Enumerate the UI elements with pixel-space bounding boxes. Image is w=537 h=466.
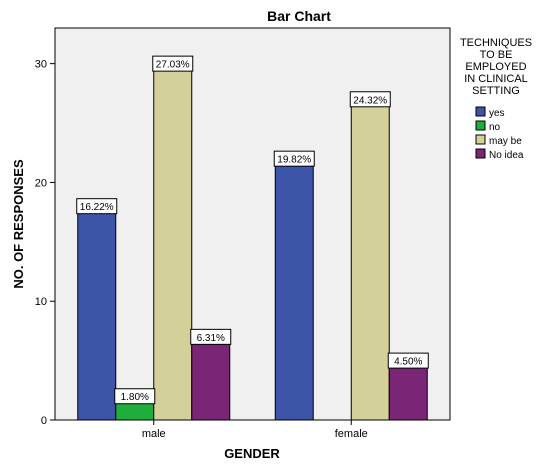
- legend-item-label: may be: [489, 136, 522, 147]
- data-label: 1.80%: [121, 392, 149, 403]
- legend-item-label: No idea: [489, 150, 524, 161]
- bar-may-be: [153, 63, 193, 421]
- data-label: 27.03%: [156, 60, 190, 71]
- bar-yes: [274, 158, 314, 421]
- data-labels-group: 16.22% 19.82% 1.80% 27.03% 24.32% 6.31% 4.50%: [76, 55, 429, 405]
- data-label: 19.82%: [277, 155, 311, 166]
- legend-swatch: [475, 120, 486, 131]
- data-label-box: [387, 352, 429, 369]
- legend-swatch: [475, 134, 486, 145]
- x-tick-label: male: [142, 428, 166, 440]
- x-axis: male female: [142, 420, 368, 440]
- y-tick-label: 20: [35, 177, 47, 189]
- legend-title-line: SETTING: [472, 85, 520, 97]
- legend-swatch: [475, 148, 486, 159]
- y-tick-label: 0: [41, 415, 47, 427]
- y-tick-label: 10: [35, 296, 47, 308]
- data-label: 4.50%: [394, 357, 422, 368]
- legend-title-line: EMPLOYED: [465, 61, 526, 73]
- y-tick-label: 30: [35, 59, 47, 71]
- y-axis-title: NO. OF RESPONSES: [11, 159, 26, 289]
- data-label: 16.22%: [80, 202, 114, 213]
- data-label-box: [190, 328, 232, 345]
- data-label-box: [76, 198, 118, 215]
- legend-swatch: [475, 106, 486, 117]
- x-axis-title: GENDER: [224, 446, 280, 461]
- legend-title-line: TO BE: [480, 49, 513, 61]
- data-label-box: [152, 55, 194, 72]
- legend-item-label: no: [489, 122, 501, 133]
- x-tick-label: female: [335, 428, 368, 440]
- bar-yes: [77, 205, 117, 421]
- data-label: 6.31%: [197, 333, 225, 344]
- data-label-box: [273, 150, 315, 167]
- legend-title-line: TECHNIQUES: [460, 37, 532, 49]
- data-label-box: [114, 388, 156, 405]
- chart-title: Bar Chart: [267, 8, 331, 24]
- legend-item-label: yes: [489, 108, 505, 119]
- bar-no-idea: [191, 336, 231, 421]
- data-label-box: [349, 91, 391, 108]
- bar-no-idea: [388, 360, 428, 421]
- legend-title-line: IN CLINICAL: [464, 73, 528, 85]
- data-label: 24.32%: [353, 95, 387, 106]
- bars-group: [77, 63, 428, 421]
- bar-may-be: [350, 98, 390, 421]
- y-axis: 0 10 20 30: [35, 59, 55, 427]
